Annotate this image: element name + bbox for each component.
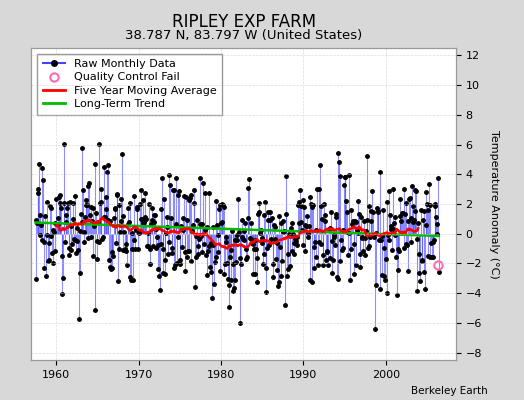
Text: Berkeley Earth: Berkeley Earth <box>411 386 487 396</box>
Text: 38.787 N, 83.797 W (United States): 38.787 N, 83.797 W (United States) <box>125 29 362 42</box>
Legend: Raw Monthly Data, Quality Control Fail, Five Year Moving Average, Long-Term Tren: Raw Monthly Data, Quality Control Fail, … <box>37 54 222 115</box>
Y-axis label: Temperature Anomaly (°C): Temperature Anomaly (°C) <box>489 130 499 278</box>
Title: RIPLEY EXP FARM: RIPLEY EXP FARM <box>171 12 316 30</box>
